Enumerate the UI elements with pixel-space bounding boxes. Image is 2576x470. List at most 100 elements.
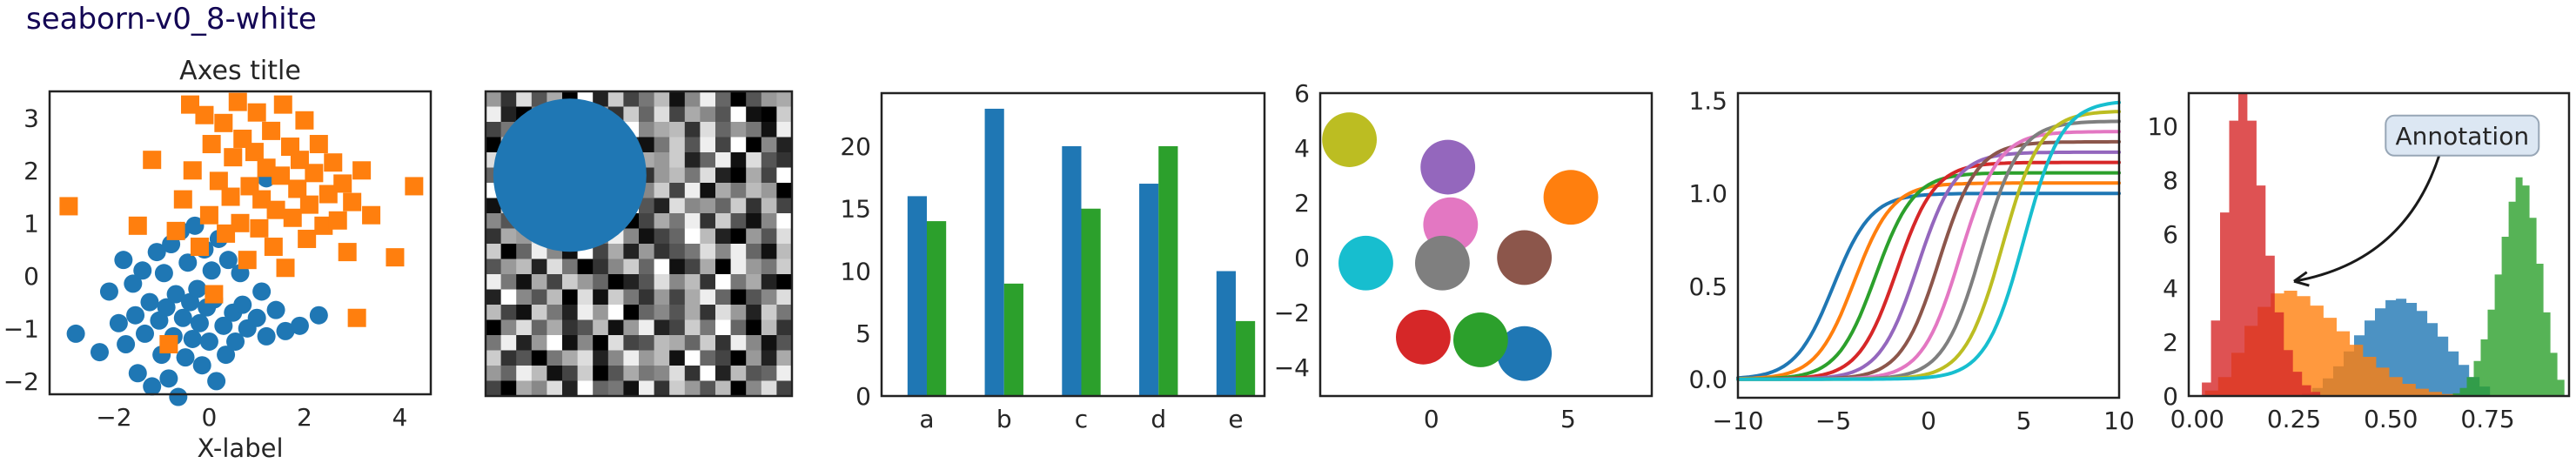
svg-text:15: 15 <box>840 195 871 224</box>
annotation-arrowhead <box>2293 271 2308 283</box>
sigmoid-line-0 <box>1736 191 2121 380</box>
svg-text:0: 0 <box>1921 406 1936 435</box>
sigmoid-line-6 <box>1736 130 2121 381</box>
bar-graphs-blue-bars <box>907 108 1236 396</box>
annotation-arrow <box>2293 155 2441 283</box>
colored-lines-spines <box>1736 91 2121 400</box>
sigmoid-line-1 <box>1736 181 2121 381</box>
svg-text:8: 8 <box>2163 166 2178 195</box>
svg-text:0.00: 0.00 <box>2170 405 2224 433</box>
sigmoid-line-5 <box>1736 139 2121 381</box>
svg-text:c: c <box>1075 405 1088 433</box>
svg-text:0: 0 <box>855 382 871 411</box>
svg-text:1.0: 1.0 <box>1688 179 1727 208</box>
svg-text:d: d <box>1150 405 1166 433</box>
svg-text:10: 10 <box>840 257 871 285</box>
bar-graphs-panel: a b c d e 0 5 10 15 20 <box>840 91 1266 433</box>
svg-text:Annotation: Annotation <box>2396 122 2530 151</box>
scatter-markers-blue-circles <box>66 169 328 406</box>
sigmoid-line-2 <box>1736 171 2121 381</box>
sigmoid-line-6 <box>1736 130 2121 381</box>
svg-text:Axes title: Axes title <box>179 56 301 86</box>
svg-text:10: 10 <box>2103 406 2135 435</box>
svg-text:0: 0 <box>23 262 39 291</box>
sigmoid-line-9 <box>1736 100 2121 381</box>
svg-text:10: 10 <box>2147 112 2178 141</box>
colored-lines-x-tick-labels: −10 −5 0 5 10 <box>1712 406 2134 435</box>
svg-text:6: 6 <box>2163 220 2178 249</box>
svg-text:0.5: 0.5 <box>1688 272 1727 301</box>
svg-text:20: 20 <box>840 132 871 161</box>
annotation: Annotation <box>2293 114 2540 287</box>
svg-text:−2: −2 <box>1274 299 1310 327</box>
image-patch-panel <box>484 90 794 398</box>
sigmoid-line-9 <box>1736 100 2121 381</box>
bar-graphs-green-bars <box>927 145 1256 396</box>
histograms-green-hist <box>2452 177 2565 396</box>
svg-text:−1: −1 <box>3 314 39 343</box>
scatter-markers-y-tick-labels: −2 −1 0 1 2 3 <box>3 104 39 396</box>
svg-text:2: 2 <box>2163 328 2178 357</box>
colored-circles <box>1322 112 1599 381</box>
scatter-markers-orange-squares <box>59 92 424 354</box>
sigmoid-line-5 <box>1736 139 2121 381</box>
svg-text:b: b <box>996 405 1012 433</box>
colored-circles-y-tick-labels: 6 4 2 0 −2 −4 <box>1274 79 1310 382</box>
colored-circles-spines <box>1318 91 1654 398</box>
svg-text:0: 0 <box>1294 244 1310 272</box>
sigmoid-line-0 <box>1736 191 2121 380</box>
histograms-x-tick-labels: 0.00 0.25 0.50 0.75 <box>2170 405 2515 433</box>
annotation-box <box>2385 114 2540 157</box>
histograms-spines <box>2187 91 2571 398</box>
svg-text:−4: −4 <box>1274 353 1310 382</box>
histograms-y-tick-labels: 0 2 4 6 8 10 <box>2147 112 2178 411</box>
svg-text:2: 2 <box>1294 189 1310 218</box>
svg-text:−5: −5 <box>1815 406 1851 435</box>
figure-suptitle: seaborn-v0_8-white <box>26 2 317 37</box>
svg-text:1: 1 <box>23 209 39 238</box>
colored-lines-panel: −10 −5 0 5 10 0.0 0.5 1.0 1.5 <box>1688 87 2134 435</box>
svg-text:X-label: X-label <box>197 433 283 463</box>
image-patch-spines <box>484 90 794 398</box>
svg-text:0: 0 <box>2163 382 2178 411</box>
svg-text:0: 0 <box>1424 405 1439 433</box>
bar-graphs-spines <box>880 91 1266 398</box>
svg-text:4: 4 <box>1294 134 1310 163</box>
sigmoid-line-2 <box>1736 171 2121 381</box>
svg-text:6: 6 <box>1294 79 1310 108</box>
svg-text:0: 0 <box>201 403 217 432</box>
svg-text:a: a <box>919 405 934 433</box>
axes-title: Axes title <box>179 56 301 86</box>
svg-text:5: 5 <box>2016 406 2032 435</box>
sigmoid-line-1 <box>1736 181 2121 381</box>
svg-text:e: e <box>1228 405 1243 433</box>
svg-text:−10: −10 <box>1712 406 1763 435</box>
svg-text:5: 5 <box>855 319 871 348</box>
colored-lines-y-tick-labels: 0.0 0.5 1.0 1.5 <box>1688 87 1727 394</box>
histograms-red-hist <box>2202 93 2321 396</box>
svg-text:2: 2 <box>297 403 312 432</box>
bar-graphs-y-tick-labels: 0 5 10 15 20 <box>840 132 871 411</box>
svg-text:4: 4 <box>392 403 407 432</box>
svg-text:2: 2 <box>23 157 39 185</box>
svg-text:0.0: 0.0 <box>1688 366 1727 394</box>
svg-text:5: 5 <box>1560 405 1576 433</box>
circle-patch <box>493 98 647 252</box>
svg-text:3: 3 <box>23 104 39 132</box>
svg-text:0.75: 0.75 <box>2460 405 2514 433</box>
svg-text:−2: −2 <box>96 403 131 432</box>
svg-text:0.25: 0.25 <box>2267 405 2321 433</box>
scatter-markers-x-tick-labels: −2 0 2 4 <box>96 403 407 432</box>
x-axis-label: X-label <box>197 433 283 463</box>
svg-text:−2: −2 <box>3 367 39 396</box>
svg-text:0.50: 0.50 <box>2364 405 2418 433</box>
scatter-markers-spines <box>48 90 433 396</box>
svg-text:1.5: 1.5 <box>1688 87 1727 116</box>
bar-category-labels: a b c d e <box>919 405 1243 433</box>
scatter-markers-panel: Axes title X-label −2 0 2 4 −2 −1 0 1 2 3 <box>3 56 433 463</box>
svg-text:4: 4 <box>2163 274 2178 303</box>
